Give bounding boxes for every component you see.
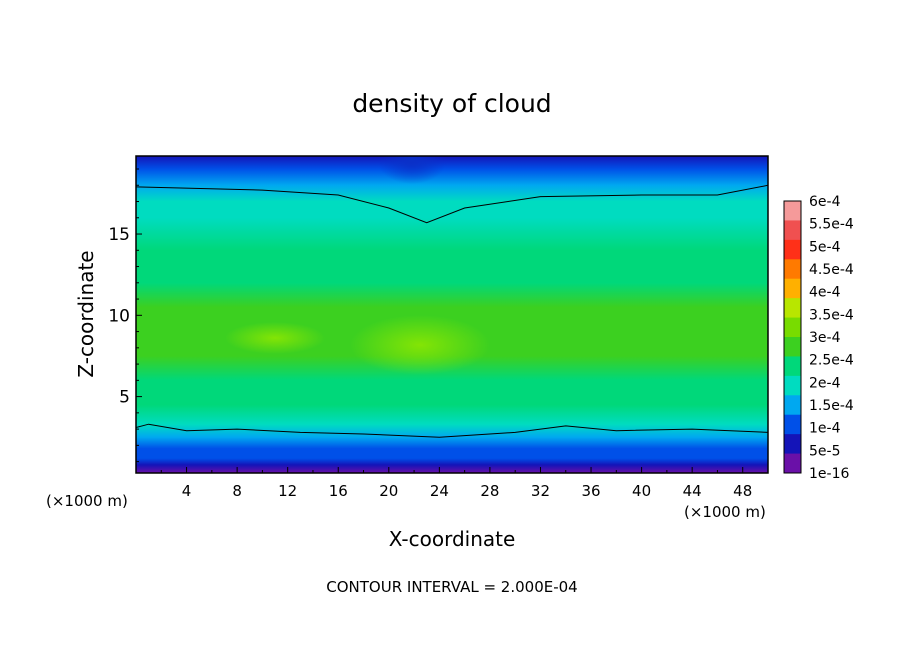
x-tick-label: 28 [480,482,499,500]
colorbar-swatch [784,356,801,377]
x-tick-label: 12 [278,482,297,500]
colorbar-label: 3e-4 [809,330,841,346]
dense-left-blob [225,322,325,354]
chart-title: density of cloud [352,89,551,118]
colorbar: 6e-4 5.5e-4 5e-4 4.5e-4 4e-4 3.5e-4 3e-4 2.5e-4… [783,194,854,482]
colorbar-label: 5e-4 [809,239,841,255]
colorbar-swatch [784,220,801,241]
y-tick-label: 5 [119,388,130,408]
colorbar-swatch [784,298,801,319]
x-axis-label: X-coordinate [389,527,516,551]
colorbar-label: 2.5e-4 [809,353,854,369]
colorbar-swatch [784,278,801,299]
plot-area [136,156,768,473]
y-tick-label: 15 [108,225,130,245]
colorbar-label: 2e-4 [809,375,841,391]
x-tick-label: 4 [182,482,192,500]
x-tick-label: 44 [683,482,702,500]
contour-line-1 [136,184,768,224]
x-unit-right: (×1000 m) [684,503,766,521]
colorbar-label: 1.5e-4 [809,398,854,414]
colorbar-label: 1e-16 [809,466,849,482]
colorbar-swatch [784,259,801,280]
colorbar-label: 6e-4 [809,194,841,210]
colorbar-label: 5.5e-4 [809,217,854,233]
colorbar-swatch [784,337,801,357]
density-field [136,156,768,473]
plot-frame [135,155,769,474]
x-tick-label: 32 [531,482,550,500]
y-axis-ticks: 5 10 15 [108,168,142,463]
x-unit-left: (×1000 m) [46,492,128,510]
colorbar-label: 3.5e-4 [809,307,854,323]
colorbar-swatch [784,375,801,396]
x-tick-label: 40 [632,482,651,500]
contour-lines [136,184,768,438]
colorbar-label: 1e-4 [809,421,841,437]
x-tick-label: 48 [733,482,752,500]
x-axis-ticks: 4 8 12 16 20 24 28 32 36 40 44 48 [160,467,752,500]
y-tick-label: 10 [108,306,130,326]
x-tick-label: 16 [329,482,348,500]
colorbar-swatch [784,434,801,455]
colorbar-swatch [784,317,801,338]
contour-interval-footer: CONTOUR INTERVAL = 2.000E-04 [326,578,577,596]
low-density-dip [378,156,446,184]
x-tick-label: 20 [379,482,398,500]
y-axis-label: Z-coordinate [74,250,98,377]
dense-core-blob [350,315,490,375]
colorbar-frame [783,200,802,474]
colorbar-swatch [784,201,801,221]
colorbar-swatch [784,453,801,474]
colorbar-label: 4.5e-4 [809,262,854,278]
colorbar-label: 4e-4 [809,285,841,301]
colorbar-swatch [784,414,801,435]
colorbar-swatch [784,395,801,416]
colorbar-swatch [784,239,801,260]
contour-line-2 [136,423,768,438]
x-tick-label: 8 [232,482,242,500]
x-tick-label: 36 [581,482,600,500]
x-tick-label: 24 [430,482,449,500]
colorbar-label: 5e-5 [809,443,840,459]
